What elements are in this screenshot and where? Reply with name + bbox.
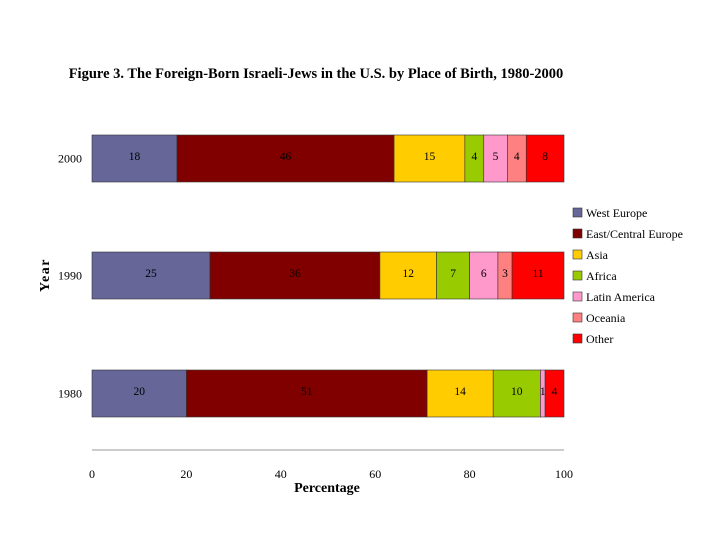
legend-label-5: Oceania (586, 311, 626, 325)
legend: West Europe East/Central Europe Asia Africa… (572, 206, 683, 346)
bar-segment-1980-0 (91, 369, 187, 418)
bar-label-2000-0: 18 (129, 151, 141, 163)
x-tick-label-100: 100 (555, 467, 573, 481)
bar-segment-1980-6 (544, 369, 565, 418)
legend-swatch-0 (572, 207, 583, 218)
legend-swatch-6 (572, 333, 583, 344)
bar-segment-1990-4 (469, 251, 499, 300)
bar-label-1980-1: 51 (301, 386, 313, 398)
legend-label-4: Latin America (586, 290, 656, 304)
legend-label-2: Asia (586, 248, 609, 262)
bar-label-1990-2: 12 (402, 268, 414, 280)
legend-swatch-1 (572, 228, 583, 239)
legend-label-3: Africa (586, 269, 617, 283)
bar-segment-1990-6 (511, 251, 565, 300)
y-tick-label-1990: 1990 (58, 269, 82, 283)
bar-segment-1990-2 (379, 251, 437, 300)
bar-segment-1990-1 (209, 251, 381, 300)
x-tick-label-20: 20 (180, 467, 192, 481)
bar-label-1980-4: 1 (540, 386, 546, 398)
x-axis-ticks: 0 20 40 60 80 100 (89, 467, 573, 481)
bar-label-1980-0: 20 (133, 386, 145, 398)
legend-swatch-3 (572, 270, 583, 281)
legend-swatch-4 (572, 291, 583, 302)
bar-label-1980-2: 14 (454, 386, 466, 398)
legend-swatch-2 (572, 249, 583, 260)
bar-label-1990-3: 7 (450, 268, 456, 280)
bar-label-1990-1: 36 (289, 268, 301, 280)
y-tick-label-1980: 1980 (58, 387, 82, 401)
bar-label-2000-3: 4 (471, 151, 477, 163)
bar-segment-1980-1 (186, 369, 428, 418)
legend-swatch-5 (572, 312, 583, 323)
bar-segment-1980-3 (492, 369, 541, 418)
legend-label-1: East/Central Europe (586, 227, 683, 241)
bar-label-1990-5: 3 (502, 268, 508, 280)
x-tick-label-40: 40 (275, 467, 287, 481)
bar-label-2000-4: 5 (493, 151, 499, 163)
bar-label-1980-3: 10 (511, 386, 523, 398)
y-tick-label-2000: 2000 (58, 152, 82, 166)
bar-label-1990-4: 6 (481, 268, 487, 280)
bar-segment-1980-2 (426, 369, 494, 418)
chart-title: Figure 3. The Foreign-Born Israeli-Jews … (69, 66, 564, 82)
bar-label-2000-6: 8 (542, 151, 548, 163)
x-tick-label-0: 0 (89, 467, 95, 481)
legend-label-6: Other (586, 332, 613, 346)
bar-label-1990-0: 25 (145, 268, 157, 280)
y-axis-title: Year (38, 258, 53, 292)
legend-label-0: West Europe (586, 206, 647, 220)
bar-label-1980-6: 4 (552, 386, 558, 398)
bar-label-2000-1: 46 (280, 151, 292, 163)
bar-segment-2000-1 (176, 134, 395, 183)
x-tick-label-60: 60 (369, 467, 381, 481)
bar-segment-2000-2 (393, 134, 466, 183)
bar-segment-1990-3 (436, 251, 470, 300)
bar-segment-2000-0 (91, 134, 178, 183)
bar-label-2000-5: 4 (514, 151, 520, 163)
bar-label-2000-2: 15 (424, 151, 436, 163)
x-axis-title: Percentage (294, 481, 360, 496)
bar-segment-2000-6 (525, 134, 565, 183)
x-tick-label-80: 80 (464, 467, 476, 481)
y-axis-ticks: 2000 1990 1980 (58, 152, 82, 401)
bar-segment-1990-0 (91, 251, 211, 300)
bar-label-1990-6: 11 (533, 268, 544, 280)
